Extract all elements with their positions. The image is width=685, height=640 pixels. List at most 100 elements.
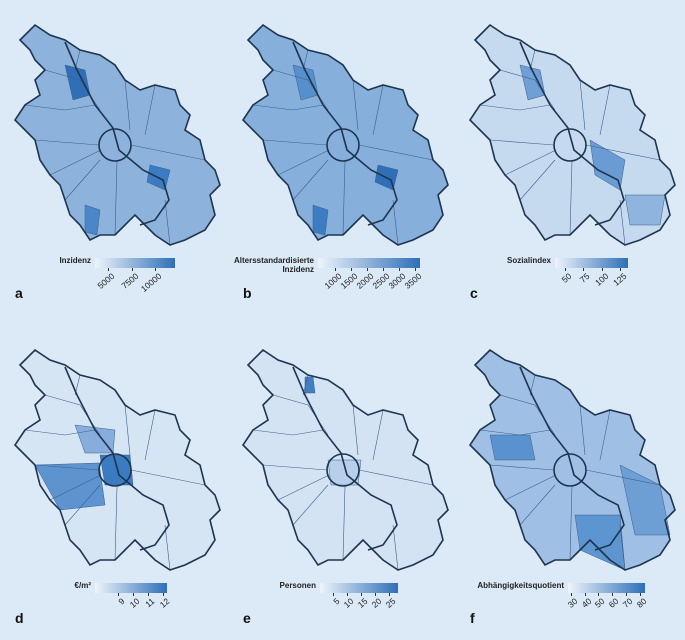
district-area (312, 204, 329, 236)
district-area (84, 204, 101, 236)
city-outline (13, 23, 221, 246)
colorbar-tick (374, 593, 376, 596)
colorbar-tick (351, 268, 353, 271)
district-border (504, 474, 557, 501)
colorbar-tick (367, 268, 369, 271)
colorbar-tick (612, 593, 613, 596)
colorbar-tick (601, 268, 603, 271)
legend-title: Personen (279, 581, 316, 590)
district-border (392, 199, 399, 246)
district-border (489, 464, 555, 471)
inner-ring (98, 453, 132, 487)
district-border (124, 79, 131, 131)
district-border (44, 394, 101, 436)
district-border (24, 429, 96, 436)
colorbar-tick (132, 593, 134, 596)
district-border (599, 84, 611, 136)
district-border (292, 484, 329, 526)
map (468, 23, 676, 246)
district-border (272, 69, 329, 111)
district-border (585, 469, 661, 486)
district-area (470, 350, 675, 570)
colorbar (95, 258, 175, 268)
district-border (479, 104, 551, 111)
colorbar-tick (131, 268, 133, 271)
district-border (164, 199, 171, 246)
city-outline (241, 23, 449, 246)
colorbar (95, 583, 167, 593)
legend-title: €/m² (74, 581, 91, 590)
district-border (262, 139, 328, 146)
district-border (277, 149, 330, 176)
legend-title: Abhängigkeitsquotient (477, 581, 564, 590)
panel-letter: b (243, 285, 252, 301)
district-border (519, 484, 556, 526)
district-border (130, 144, 206, 161)
district-border (130, 469, 206, 486)
panel-letter: c (470, 285, 478, 301)
district-border (252, 104, 324, 111)
city-outline (468, 23, 676, 246)
district-border (599, 409, 611, 461)
district-border (114, 160, 118, 236)
colorbar-tick (570, 593, 572, 596)
map (468, 348, 676, 571)
inner-ring (553, 453, 587, 487)
map (13, 23, 221, 246)
colorbar (318, 258, 420, 268)
colorbar-tick (335, 268, 336, 271)
district-border (49, 474, 102, 501)
map (241, 23, 449, 246)
colorbar (568, 583, 645, 593)
city-outline (241, 348, 449, 571)
panel-letter: a (15, 285, 23, 301)
district-border (569, 160, 573, 236)
map (241, 348, 449, 571)
colorbar-tick (383, 268, 385, 271)
district-area (15, 25, 220, 245)
district-border (372, 409, 384, 461)
colorbar-tick (583, 268, 585, 271)
district-border (579, 79, 586, 131)
district-border (277, 474, 330, 501)
legend-title: Altersstandardisierte Inzidenz (233, 256, 314, 274)
colorbar-tick (117, 593, 119, 596)
colorbar-tick (346, 593, 348, 596)
district-border (619, 524, 626, 571)
district-border (34, 464, 100, 471)
district-border (144, 84, 156, 136)
district-area (624, 194, 666, 226)
river (292, 41, 398, 226)
district-area (243, 25, 448, 245)
legend-title: Inzidenz (59, 256, 91, 265)
colorbar-tick (565, 268, 567, 271)
district-border (585, 144, 661, 161)
district-border (372, 84, 384, 136)
river (64, 366, 170, 551)
district-border (504, 149, 557, 176)
district-border (499, 69, 556, 111)
river (519, 41, 625, 226)
district-border (569, 485, 573, 561)
panel-letter: e (243, 610, 251, 626)
district-border (124, 404, 131, 456)
colorbar-tick (598, 593, 600, 596)
inner-ring (553, 128, 587, 162)
river (292, 366, 398, 551)
panel-letter: f (470, 610, 475, 626)
district-border (262, 464, 328, 471)
district-border (392, 524, 399, 571)
district-border (34, 139, 100, 146)
colorbar-tick (415, 268, 417, 271)
district-area (574, 514, 626, 571)
district-border (579, 404, 586, 456)
colorbar-tick (147, 593, 149, 596)
legend-title: Sozialindex (506, 256, 551, 265)
panel-letter: d (15, 610, 24, 626)
city-outline (468, 348, 676, 571)
district-border (342, 485, 346, 561)
district-border (144, 409, 156, 461)
district-border (272, 394, 329, 436)
